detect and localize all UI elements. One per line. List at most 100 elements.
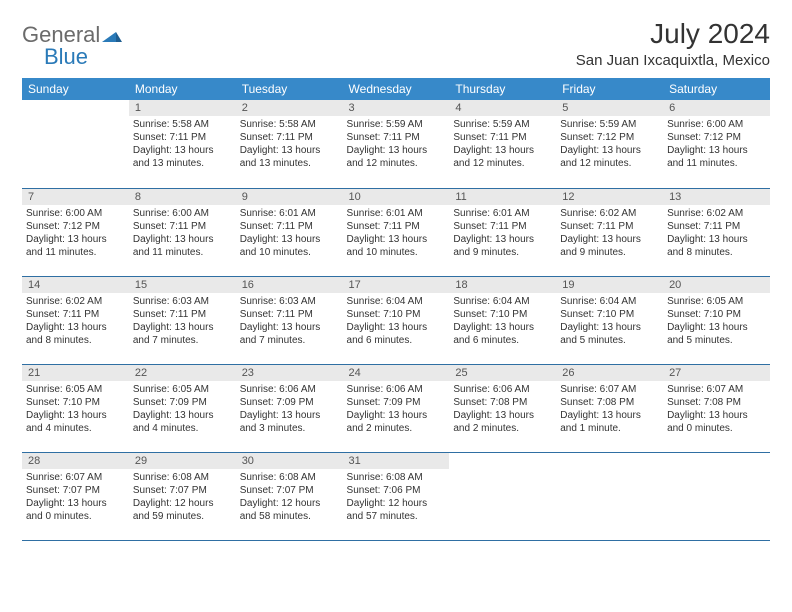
sunset-text: Sunset: 7:11 PM	[347, 220, 446, 233]
sunset-text: Sunset: 7:07 PM	[26, 484, 125, 497]
sunrise-text: Sunrise: 6:05 AM	[667, 295, 766, 308]
sunset-text: Sunset: 7:08 PM	[453, 396, 552, 409]
day-details: Sunrise: 6:06 AMSunset: 7:09 PMDaylight:…	[343, 381, 450, 439]
sunset-text: Sunset: 7:08 PM	[560, 396, 659, 409]
day-number: 4	[449, 100, 556, 116]
sunrise-text: Sunrise: 5:59 AM	[347, 118, 446, 131]
sunset-text: Sunset: 7:07 PM	[240, 484, 339, 497]
day-details: Sunrise: 6:05 AMSunset: 7:10 PMDaylight:…	[663, 293, 770, 351]
sunset-text: Sunset: 7:11 PM	[347, 131, 446, 144]
calendar-day-cell	[449, 452, 556, 540]
daylight-text: Daylight: 13 hours and 6 minutes.	[453, 321, 552, 347]
day-number: 26	[556, 365, 663, 381]
sunrise-text: Sunrise: 5:59 AM	[560, 118, 659, 131]
calendar-day-cell: 27Sunrise: 6:07 AMSunset: 7:08 PMDayligh…	[663, 364, 770, 452]
daylight-text: Daylight: 13 hours and 13 minutes.	[133, 144, 232, 170]
day-number: 27	[663, 365, 770, 381]
sunset-text: Sunset: 7:09 PM	[240, 396, 339, 409]
day-details: Sunrise: 5:59 AMSunset: 7:11 PMDaylight:…	[449, 116, 556, 174]
day-number: 28	[22, 453, 129, 469]
weekday-header: Monday	[129, 78, 236, 100]
sunset-text: Sunset: 7:12 PM	[26, 220, 125, 233]
sunset-text: Sunset: 7:11 PM	[133, 308, 232, 321]
sunset-text: Sunset: 7:10 PM	[347, 308, 446, 321]
sunrise-text: Sunrise: 6:06 AM	[240, 383, 339, 396]
sunset-text: Sunset: 7:11 PM	[133, 220, 232, 233]
logo: General Blue	[22, 18, 122, 70]
calendar-day-cell: 25Sunrise: 6:06 AMSunset: 7:08 PMDayligh…	[449, 364, 556, 452]
sunrise-text: Sunrise: 6:07 AM	[667, 383, 766, 396]
day-number: 21	[22, 365, 129, 381]
day-number: 23	[236, 365, 343, 381]
calendar-day-cell: 15Sunrise: 6:03 AMSunset: 7:11 PMDayligh…	[129, 276, 236, 364]
daylight-text: Daylight: 13 hours and 3 minutes.	[240, 409, 339, 435]
calendar-body: 1Sunrise: 5:58 AMSunset: 7:11 PMDaylight…	[22, 100, 770, 540]
day-details: Sunrise: 6:07 AMSunset: 7:08 PMDaylight:…	[663, 381, 770, 439]
calendar-day-cell: 2Sunrise: 5:58 AMSunset: 7:11 PMDaylight…	[236, 100, 343, 188]
calendar-day-cell: 14Sunrise: 6:02 AMSunset: 7:11 PMDayligh…	[22, 276, 129, 364]
logo-triangle-icon	[102, 29, 122, 42]
daylight-text: Daylight: 13 hours and 12 minutes.	[347, 144, 446, 170]
day-number: 20	[663, 277, 770, 293]
day-details: Sunrise: 6:00 AMSunset: 7:12 PMDaylight:…	[663, 116, 770, 174]
day-details: Sunrise: 6:06 AMSunset: 7:08 PMDaylight:…	[449, 381, 556, 439]
day-number: 9	[236, 189, 343, 205]
day-number: 5	[556, 100, 663, 116]
day-details: Sunrise: 6:02 AMSunset: 7:11 PMDaylight:…	[663, 205, 770, 263]
day-number: 10	[343, 189, 450, 205]
month-title: July 2024	[576, 18, 770, 50]
sunset-text: Sunset: 7:09 PM	[347, 396, 446, 409]
sunrise-text: Sunrise: 6:01 AM	[453, 207, 552, 220]
sunset-text: Sunset: 7:09 PM	[133, 396, 232, 409]
calendar-day-cell: 6Sunrise: 6:00 AMSunset: 7:12 PMDaylight…	[663, 100, 770, 188]
sunrise-text: Sunrise: 6:04 AM	[560, 295, 659, 308]
day-number: 22	[129, 365, 236, 381]
sunrise-text: Sunrise: 6:01 AM	[240, 207, 339, 220]
sunset-text: Sunset: 7:11 PM	[453, 220, 552, 233]
day-details: Sunrise: 6:02 AMSunset: 7:11 PMDaylight:…	[22, 293, 129, 351]
calendar-day-cell: 5Sunrise: 5:59 AMSunset: 7:12 PMDaylight…	[556, 100, 663, 188]
day-details: Sunrise: 6:02 AMSunset: 7:11 PMDaylight:…	[556, 205, 663, 263]
daylight-text: Daylight: 13 hours and 4 minutes.	[133, 409, 232, 435]
sunset-text: Sunset: 7:11 PM	[240, 220, 339, 233]
day-details: Sunrise: 6:08 AMSunset: 7:06 PMDaylight:…	[343, 469, 450, 527]
empty-day	[556, 453, 663, 540]
day-number: 14	[22, 277, 129, 293]
calendar-day-cell: 18Sunrise: 6:04 AMSunset: 7:10 PMDayligh…	[449, 276, 556, 364]
sunset-text: Sunset: 7:11 PM	[667, 220, 766, 233]
day-number: 16	[236, 277, 343, 293]
day-number: 7	[22, 189, 129, 205]
weekday-header: Wednesday	[343, 78, 450, 100]
day-details: Sunrise: 6:05 AMSunset: 7:10 PMDaylight:…	[22, 381, 129, 439]
sunset-text: Sunset: 7:11 PM	[133, 131, 232, 144]
calendar-day-cell: 3 Sunrise: 5:59 AMSunset: 7:11 PMDaylight…	[343, 100, 450, 188]
daylight-text: Daylight: 13 hours and 11 minutes.	[26, 233, 125, 259]
sunrise-text: Sunrise: 5:58 AM	[240, 118, 339, 131]
weekday-header-row: Sunday Monday Tuesday Wednesday Thursday…	[22, 78, 770, 100]
sunrise-text: Sunrise: 6:00 AM	[667, 118, 766, 131]
calendar-day-cell: 23 Sunrise: 6:06 AMSunset: 7:09 PMDayligh…	[236, 364, 343, 452]
daylight-text: Daylight: 13 hours and 4 minutes.	[26, 409, 125, 435]
sunset-text: Sunset: 7:10 PM	[453, 308, 552, 321]
day-details: Sunrise: 6:03 AMSunset: 7:11 PMDaylight:…	[236, 293, 343, 351]
calendar-day-cell: 24Sunrise: 6:06 AMSunset: 7:09 PMDayligh…	[343, 364, 450, 452]
day-details: Sunrise: 6:07 AMSunset: 7:07 PMDaylight:…	[22, 469, 129, 527]
sunrise-text: Sunrise: 6:02 AM	[560, 207, 659, 220]
calendar-day-cell	[22, 100, 129, 188]
day-number: 19	[556, 277, 663, 293]
weekday-header: Friday	[556, 78, 663, 100]
day-number: 18	[449, 277, 556, 293]
sunrise-text: Sunrise: 6:06 AM	[453, 383, 552, 396]
empty-day	[22, 100, 129, 188]
day-details: Sunrise: 6:04 AMSunset: 7:10 PMDaylight:…	[343, 293, 450, 351]
calendar-day-cell: 20Sunrise: 6:05 AMSunset: 7:10 PMDayligh…	[663, 276, 770, 364]
day-number: 30	[236, 453, 343, 469]
page-header: General Blue July 2024 San Juan Ixcaquix…	[22, 18, 770, 70]
calendar-day-cell: 29Sunrise: 6:08 AMSunset: 7:07 PMDayligh…	[129, 452, 236, 540]
calendar-day-cell: 30Sunrise: 6:08 AMSunset: 7:07 PMDayligh…	[236, 452, 343, 540]
calendar-day-cell: 22Sunrise: 6:05 AMSunset: 7:09 PMDayligh…	[129, 364, 236, 452]
location-label: San Juan Ixcaquixtla, Mexico	[576, 52, 770, 69]
calendar-day-cell: 17Sunrise: 6:04 AMSunset: 7:10 PMDayligh…	[343, 276, 450, 364]
sunrise-text: Sunrise: 6:07 AM	[560, 383, 659, 396]
day-number: 3	[343, 100, 450, 116]
